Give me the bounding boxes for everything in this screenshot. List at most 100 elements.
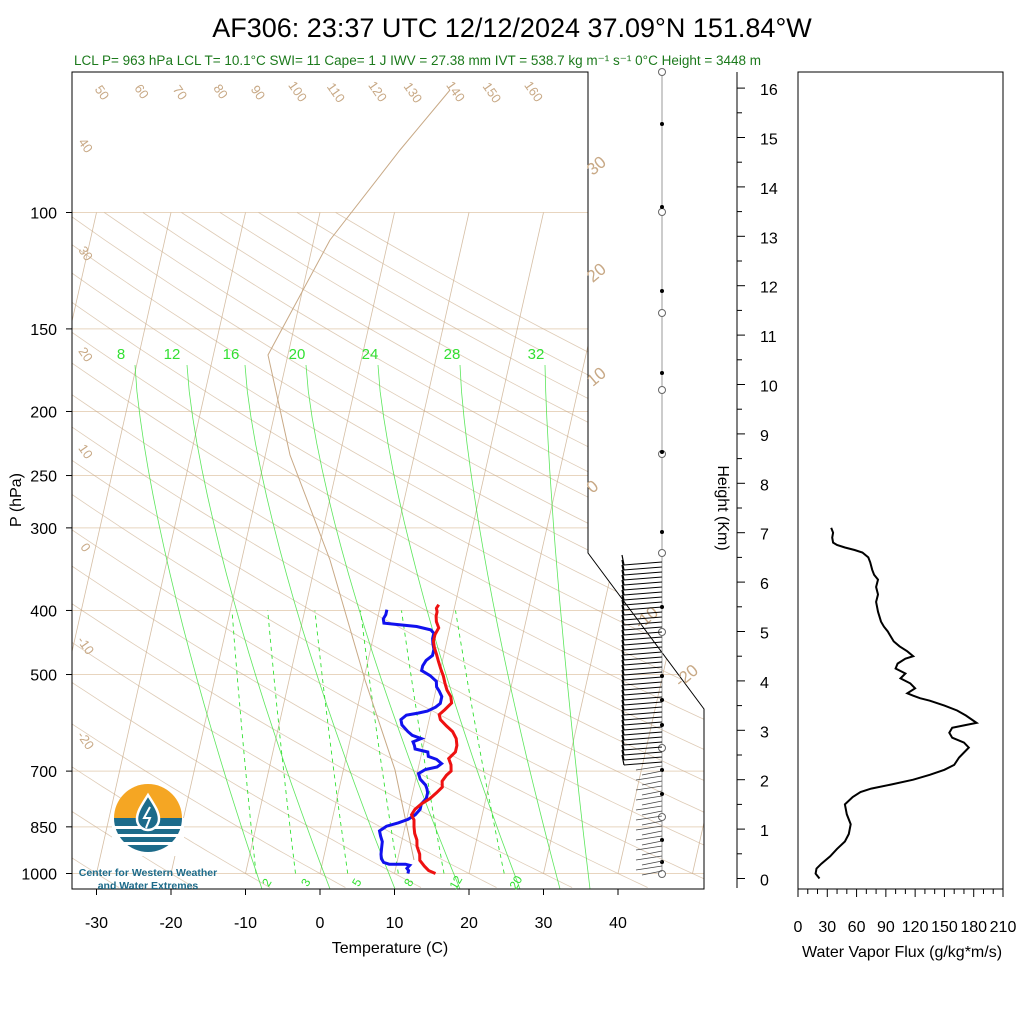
flux-tick-label: 90 <box>877 919 895 936</box>
wind-barb-flag <box>621 639 625 651</box>
isotherm-label: 0 <box>583 476 602 497</box>
wind-barb <box>623 661 663 666</box>
height-tick-label: 9 <box>760 428 769 445</box>
height-tick-label: 13 <box>760 230 778 247</box>
height-tick-label: 3 <box>760 724 769 741</box>
calm-circle <box>658 309 666 317</box>
wind-barb <box>641 830 663 836</box>
cw3e-logo: Center for Western Weather and Water Ext… <box>79 784 217 892</box>
mixing-ratio-label: 3 <box>298 876 314 889</box>
dry-adiabat-line <box>72 212 120 888</box>
wind-barb <box>635 835 663 841</box>
wind-barb <box>641 800 663 806</box>
x-tick-label: 40 <box>609 915 627 932</box>
logo-wave-2 <box>116 834 180 837</box>
isotherm-label: 40 <box>75 135 96 155</box>
wind-barb-flag <box>621 559 625 571</box>
wind-barb <box>623 576 663 581</box>
wind-barb-flag <box>621 589 625 601</box>
calm-circle <box>658 386 666 394</box>
dry-adiabat-line <box>72 212 704 888</box>
isotherm-line <box>72 212 172 874</box>
temperature-line <box>409 603 459 875</box>
calm-circle <box>658 813 666 821</box>
wind-barb <box>641 840 663 846</box>
mixing-ratio-label: 24 <box>362 346 379 363</box>
logo-wave-3 <box>121 842 175 845</box>
mixing-ratio-label: 20 <box>289 346 306 363</box>
wind-barb <box>623 636 663 641</box>
barb-dot <box>660 792 664 796</box>
mixing-ratio-line <box>267 610 296 874</box>
wind-barb-flag <box>621 679 625 691</box>
mixing-ratio-label: 32 <box>528 346 545 363</box>
isotherm-label: 140 <box>443 78 468 104</box>
chart-title: AF306: 23:37 UTC 12/12/2024 37.09°N 151.… <box>212 13 812 43</box>
dry-adiabat-line <box>72 212 704 888</box>
wind-barb <box>623 701 663 706</box>
wind-barb-flag <box>621 574 625 586</box>
wind-barb-flag <box>621 649 625 661</box>
wind-barb <box>641 820 663 826</box>
flux-line <box>814 527 980 880</box>
isotherm-label: 30 <box>75 243 96 263</box>
dry-adiabat-line <box>72 212 422 888</box>
dry-adiabat-line <box>335 212 704 888</box>
isotherm-label: 120 <box>365 78 390 104</box>
calm-circle <box>658 744 666 752</box>
height-tick-label: 7 <box>760 527 769 544</box>
isotherm-label: 160 <box>521 78 546 104</box>
wind-barb-flag <box>621 644 625 656</box>
dry-adiabat-line <box>72 212 497 888</box>
wind-barb <box>623 716 663 721</box>
wind-barb <box>641 790 663 796</box>
height-tick-label: 8 <box>760 477 769 494</box>
x-tick-label: -10 <box>234 915 257 932</box>
barb-dot <box>660 371 664 375</box>
wind-barb <box>641 860 663 866</box>
wind-barb <box>635 865 663 871</box>
y-axis-label: P (hPa) <box>8 473 25 527</box>
isotherm-line <box>319 212 470 874</box>
wind-barb <box>635 805 663 811</box>
wind-barb <box>623 681 663 686</box>
wind-barb-flag <box>621 669 625 681</box>
wind-barb <box>623 566 663 571</box>
wind-barb <box>623 591 663 596</box>
wind-barb-flag <box>621 609 625 621</box>
isotherm-label: 20 <box>583 259 610 286</box>
wind-barb-flag <box>621 604 625 616</box>
water-vapor-flux-panel: 0 30 60 90 120 150 180 210 Water Vapor Flux (g/k… <box>794 71 1016 961</box>
y-tick-label: 1000 <box>21 867 57 884</box>
barb-dot <box>660 289 664 293</box>
isotherm-label: 70 <box>170 82 191 102</box>
wind-barb <box>623 686 663 691</box>
calm-circle <box>658 208 666 216</box>
height-tick-label: 4 <box>760 675 769 692</box>
wind-barb-flag <box>621 629 625 641</box>
wind-barb <box>635 795 663 801</box>
x-tick-label: -30 <box>85 915 108 932</box>
wind-barb-flag <box>621 569 625 581</box>
x-tick-label: 10 <box>386 915 404 932</box>
barb-dot <box>660 860 664 864</box>
height-tick-label: 6 <box>760 576 769 593</box>
wind-barb <box>623 611 663 616</box>
y-tick-label: 500 <box>30 668 57 685</box>
wind-barb-flag <box>621 694 625 706</box>
wind-barb <box>623 561 663 566</box>
wind-barb-flag <box>621 614 625 626</box>
wind-barb-flag <box>621 599 625 611</box>
mixing-ratio-label: 5 <box>349 876 365 889</box>
mixing-ratio-label: 20 <box>506 873 525 892</box>
x-tick-label: -20 <box>159 915 182 932</box>
isotherm-label: 100 <box>285 78 310 104</box>
wind-barb-flag <box>621 689 625 701</box>
y-tick-label: 850 <box>30 820 57 837</box>
flux-tick-label: 30 <box>818 919 836 936</box>
wind-barb <box>623 726 663 731</box>
wind-barb <box>623 596 663 601</box>
y-tick-label: 300 <box>30 521 57 538</box>
wind-barb <box>623 731 663 736</box>
